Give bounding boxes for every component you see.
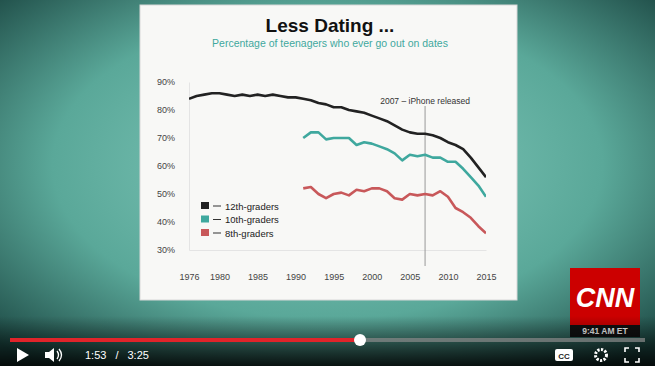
- tick-label: 2000: [362, 272, 382, 282]
- tick-label: 2005: [400, 272, 420, 282]
- annotation-text: 2007 – iPhone released: [380, 96, 470, 106]
- tick-label: 50%: [157, 189, 175, 199]
- tick: 1980: [210, 250, 230, 282]
- tick: 80%: [157, 105, 189, 115]
- time-duration: 3:25: [127, 349, 148, 361]
- tick: 90%: [157, 77, 189, 87]
- legend-item: 12th-graders: [201, 201, 279, 212]
- chart-subtitle: Percentage of teenagers who ever go out …: [212, 37, 448, 49]
- tick: 50%: [157, 189, 189, 199]
- legend-label: 12th-graders: [225, 201, 279, 212]
- tick-label: 1980: [210, 272, 230, 282]
- tick: 70%: [157, 133, 189, 143]
- legend-item: 8th-graders: [201, 228, 274, 239]
- plot-marks: [189, 93, 486, 233]
- axis-line: [190, 250, 487, 251]
- tick-label: 2010: [438, 272, 458, 282]
- data-line: [303, 187, 486, 233]
- legend-swatch: [201, 229, 209, 236]
- chart-card: [140, 5, 517, 300]
- play-button[interactable]: [17, 348, 29, 362]
- tick-label: 1990: [286, 272, 306, 282]
- tick: 1995: [324, 250, 344, 282]
- time-separator: /: [115, 349, 119, 361]
- tick-label: 30%: [157, 245, 175, 255]
- tick: 2015: [476, 250, 496, 282]
- data-line: [189, 93, 486, 177]
- chart-title: Less Dating ...: [266, 15, 395, 36]
- time-elapsed: 1:53: [85, 349, 106, 361]
- tick-label: 2015: [476, 272, 496, 282]
- captions-text: CC: [558, 352, 570, 361]
- legend-label: 10th-graders: [225, 214, 279, 225]
- y-axis: 30% 40% 50% 60% 70% 80% 90%: [157, 77, 190, 255]
- legend-swatch: [201, 202, 209, 209]
- tick: 40%: [157, 217, 189, 227]
- tick: 2010: [438, 250, 458, 282]
- captions-button[interactable]: [555, 349, 573, 361]
- legend-dash: [213, 219, 221, 220]
- tick-label: 80%: [157, 105, 175, 115]
- logo-text: CNN: [576, 283, 635, 313]
- player-shade: [0, 316, 655, 366]
- progress-fill: [10, 338, 360, 342]
- video-player: 1:53 / 3:25 CC: [0, 316, 655, 366]
- fullscreen-button[interactable]: [625, 348, 639, 362]
- data-line: [303, 132, 486, 196]
- legend-dash: [213, 206, 221, 207]
- tick: 1976: [179, 250, 199, 282]
- legend: 12th-graders 10th-graders 8th-graders: [201, 201, 279, 239]
- screenshot: Less Dating ...Percentage of teenagers w…: [0, 0, 655, 366]
- legend-dash: [213, 233, 221, 234]
- tick: 60%: [157, 161, 189, 171]
- tick-label: 1995: [324, 272, 344, 282]
- progress-track: [10, 338, 645, 342]
- settings-button[interactable]: [596, 350, 607, 361]
- tick: 2000: [362, 250, 382, 282]
- background: [0, 0, 655, 366]
- time-display: 1:53 / 3:25: [85, 349, 149, 361]
- tick: 1990: [286, 250, 306, 282]
- tick: 2005: [400, 250, 420, 282]
- tick-label: 40%: [157, 217, 175, 227]
- progress-knob[interactable]: [354, 334, 366, 346]
- tick: 1985: [248, 250, 268, 282]
- legend-item: 10th-graders: [201, 214, 279, 225]
- x-axis: 1976 1980 1985 1990 1995 2000 2005 2010 2015: [179, 250, 496, 282]
- tick: 30%: [157, 245, 189, 255]
- tick-label: 90%: [157, 77, 175, 87]
- tick-label: 1976: [179, 272, 199, 282]
- legend-swatch: [201, 216, 209, 223]
- axis-line: [189, 83, 190, 251]
- volume-waves: [57, 349, 62, 361]
- legend-label: 8th-graders: [225, 228, 274, 239]
- tick-label: 1985: [248, 272, 268, 282]
- tick-label: 70%: [157, 133, 175, 143]
- volume-button[interactable]: [45, 348, 54, 362]
- annotation-line: [425, 106, 426, 266]
- tick-label: 60%: [157, 161, 175, 171]
